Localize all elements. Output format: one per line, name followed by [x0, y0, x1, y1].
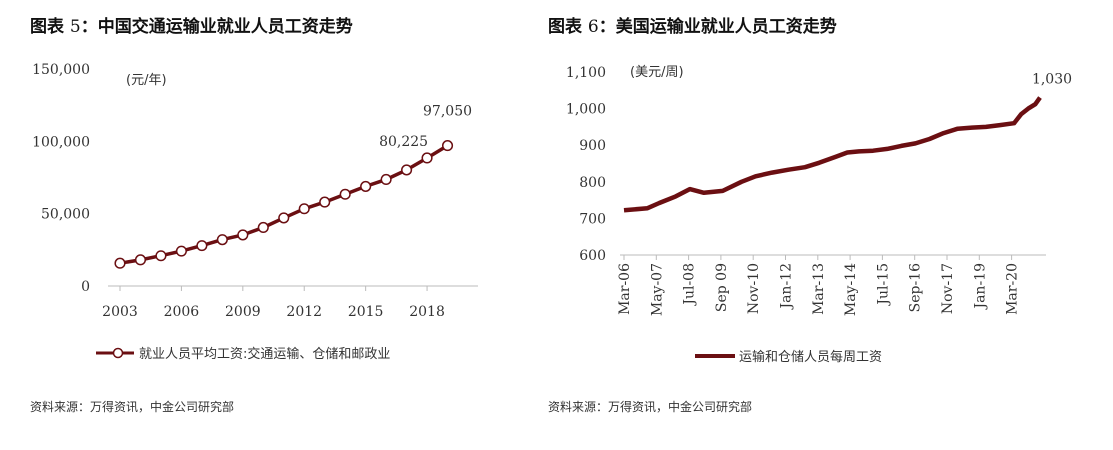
title-prefix: 图表: [548, 17, 588, 37]
data-point: [319, 196, 331, 208]
data-label: 1,030: [1032, 72, 1072, 88]
x-tick-label: Nov-10: [746, 263, 762, 314]
series-path: [623, 96, 1042, 213]
figure-5-title: 图表 5：中国交通运输业就业人员工资走势: [30, 12, 353, 37]
series-path: [119, 144, 449, 265]
y-tick-label: 0: [81, 279, 90, 295]
data-point: [237, 229, 249, 241]
x-tick-label: 2006: [164, 304, 200, 320]
data-point: [278, 212, 290, 224]
x-tick-label: Sep 09: [714, 263, 730, 312]
data-point: [401, 164, 413, 176]
x-tick-label: May-14: [843, 263, 859, 316]
legend-label: 就业人员平均工资:交通运输、仓储和邮政业: [139, 346, 390, 362]
source-note: 资料来源：万得资讯，中金公司研究部: [548, 400, 753, 414]
x-tick-label: Jan-12: [779, 263, 795, 311]
x-tick-label: Jul-15: [875, 263, 891, 307]
series-line: [114, 140, 454, 269]
y-tick-label: 50,000: [41, 207, 90, 223]
x-tick-label: Jan-19: [972, 263, 988, 311]
y-tick-label: 700: [579, 211, 606, 227]
data-labels: 1,030: [1032, 72, 1072, 88]
chart-us-wages: (美元/周) 600 700 800 900 1,000 1,100 Mar-06 May-…: [566, 65, 1072, 365]
data-point: [216, 234, 228, 246]
data-point: [380, 173, 392, 186]
y-tick-label: 800: [579, 175, 606, 191]
title-text: ：美国运输业就业人员工资走势: [598, 17, 837, 37]
legend: 运输和仓储人员每周工资: [695, 349, 882, 365]
y-tick-label: 1,100: [566, 65, 606, 81]
x-tick-label: 2009: [225, 304, 261, 320]
data-point: [360, 180, 372, 192]
y-tick-label: 1,000: [566, 102, 606, 118]
unit-label: (元/年): [126, 73, 167, 88]
title-text: ：中国交通运输业就业人员工资走势: [80, 17, 353, 37]
x-tick-label: Mar-20: [1005, 263, 1021, 315]
x-tick-label: 2003: [102, 304, 138, 320]
chart-china-wages: (元/年) 0 50,000 100,000 150,000 2003 2006 2009…: [32, 62, 478, 362]
title-prefix: 图表: [30, 17, 70, 37]
data-point: [196, 240, 208, 252]
y-axis: 600 700 800 900 1,000 1,100: [566, 65, 606, 264]
data-point: [421, 152, 433, 164]
data-point: [175, 245, 187, 257]
data-labels: 80,225 97,050: [379, 104, 472, 150]
x-tick-label: Sep-16: [908, 263, 924, 312]
x-tick-label: 2012: [286, 304, 322, 320]
x-axis: Mar-06 May-07 Jul-08 Sep 09 Nov-10 Jan-12 Mar-…: [617, 255, 1021, 316]
x-tick-label: Nov-17: [940, 263, 956, 314]
data-point: [339, 188, 351, 200]
y-tick-label: 150,000: [32, 62, 90, 78]
data-label: 97,050: [423, 104, 472, 120]
x-tick-label: May-07: [649, 263, 665, 316]
x-axis: 2003 2006 2009 2012 2015 2018: [102, 286, 445, 320]
figure-6-title: 图表 6：美国运输业就业人员工资走势: [548, 12, 837, 37]
legend-label: 运输和仓储人员每周工资: [739, 349, 882, 365]
x-tick-label: Mar-06: [617, 263, 633, 315]
y-tick-label: 600: [579, 248, 606, 264]
data-point: [298, 203, 310, 215]
x-tick-label: 2015: [348, 304, 384, 320]
source-note: 资料来源：万得资讯，中金公司研究部: [30, 400, 235, 414]
title-number: 5: [69, 17, 81, 37]
x-tick-label: Jul-08: [682, 263, 698, 307]
y-tick-label: 100,000: [32, 134, 90, 150]
data-point: [257, 221, 269, 234]
data-point: [155, 250, 167, 262]
data-label: 80,225: [379, 134, 428, 150]
unit-label: (美元/周): [630, 65, 684, 80]
x-tick-label: Mar-13: [811, 263, 827, 315]
legend-marker: [112, 347, 124, 359]
title-number: 6: [587, 17, 599, 37]
data-point: [114, 257, 126, 269]
y-axis: 0 50,000 100,000 150,000: [32, 62, 90, 295]
legend: 就业人员平均工资:交通运输、仓储和邮政业: [96, 346, 390, 362]
y-tick-label: 900: [579, 138, 606, 154]
series-line: [623, 96, 1042, 213]
data-point: [441, 140, 454, 152]
x-tick-label: 2018: [409, 304, 445, 320]
data-point: [134, 254, 147, 266]
